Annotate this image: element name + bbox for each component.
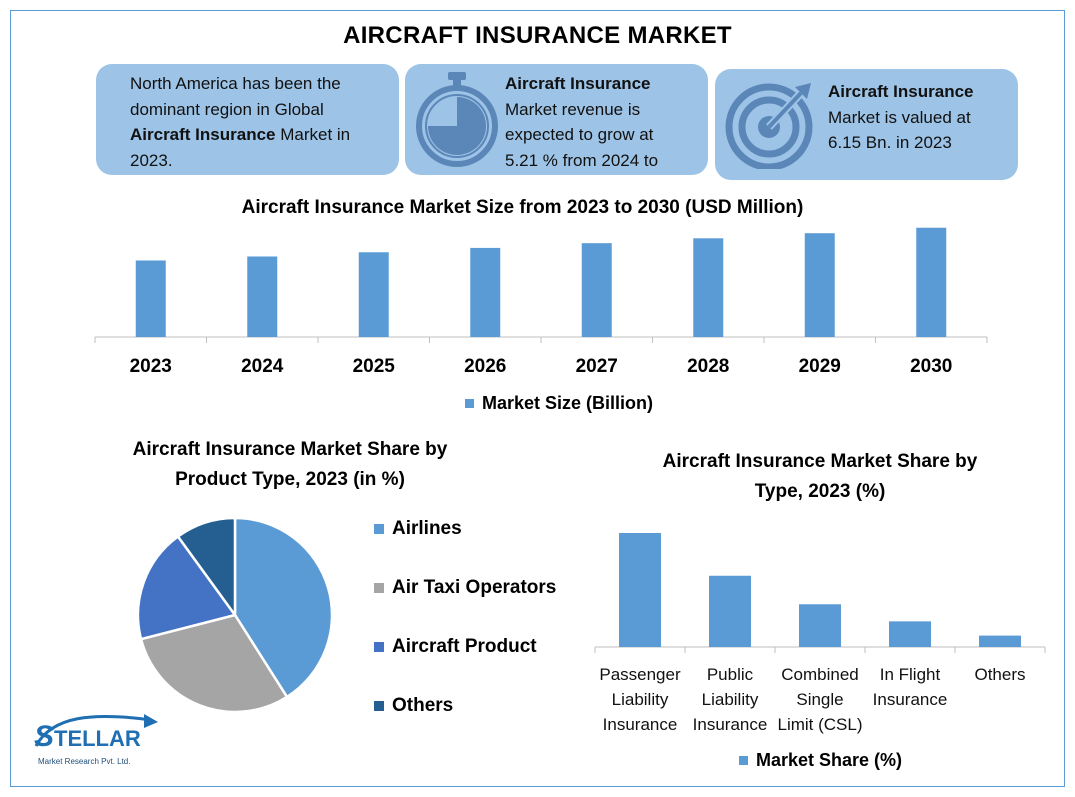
x-tick-label: 2027 [576,356,618,377]
x-tick-label: 2030 [910,356,952,377]
page-title: AIRCRAFT INSURANCE MARKET [343,22,732,49]
legend-swatch [465,399,474,408]
pie-legend-item: Aircraft Product [374,636,537,658]
product-type-chart-title: Aircraft Insurance Market Share by Produ… [90,435,490,495]
product-type-pie [136,516,334,714]
market-size-legend: Market Size (Billion) [465,393,653,414]
card2-line2: Market revenue is [505,99,641,119]
legend-swatch [374,701,384,711]
target-icon [725,83,813,169]
pie-slice-others [176,516,237,619]
card2-bold: Aircraft Insurance [505,74,651,93]
x-tick-label: Insurance [693,715,768,734]
product-type-title-line1: Aircraft Insurance Market Share by [132,439,448,460]
x-tick-label: 2023 [130,356,172,377]
product-type-title-line2: Product Type, 2023 (in %) [175,469,405,490]
bar-2027 [581,243,612,337]
x-tick-label: 2025 [353,356,396,377]
pie-slice-aircraft-product [136,534,238,641]
bar-2024 [247,256,278,337]
card1-line3-rest: Market in [275,125,351,144]
card3-bold: Aircraft Insurance [828,82,974,101]
market-size-chart-title: Aircraft Insurance Market Size from 2023… [241,197,804,218]
type-chart-title: Aircraft Insurance Market Share by Type,… [620,447,1020,507]
card1-line3-bold: Aircraft Insurance [130,125,276,144]
legend-swatch [374,583,384,593]
info-card-growth: Aircraft Insurance Market revenue is exp… [405,64,708,175]
x-tick-label: Insurance [603,715,678,734]
x-tick-label: 2028 [687,356,729,377]
logo-letter-s: S [34,720,54,753]
x-tick-label: In Flight [880,665,941,684]
legend-label: Others [392,695,454,716]
logo-tagline: Market Research Pvt. Ltd. [38,757,130,766]
card3-line3: 6.15 Bn. in 2023 [828,133,952,152]
outer-frame [10,10,1065,787]
bar-2029 [804,233,835,337]
legend-swatch [374,642,384,652]
legend-swatch [739,756,748,765]
x-tick-label: 2026 [464,356,506,377]
pie-slice-air-taxi-operators [139,613,289,714]
card1-line4: 2023. [130,150,173,170]
card1-line2: dominant region in Global [130,99,324,119]
x-tick-label: Limit (CSL) [777,715,862,734]
pie-legend-item: Others [374,695,453,717]
stopwatch-icon [416,72,498,167]
bar-2030 [916,227,947,337]
x-tick-label: Combined [781,665,859,684]
bar-2026 [470,247,501,337]
legend-label: Air Taxi Operators [392,577,557,598]
type-share-chart: Passenger Liability Insurance Public Liabili… [594,533,1046,734]
x-tick-label: Insurance [873,690,948,709]
bar-public-liability-insurance [709,575,751,647]
card2-line4: 5.21 % from 2024 to [505,150,659,170]
x-tick-label: Others [974,665,1025,684]
bar-2025 [358,252,389,337]
pie-legend-item: Air Taxi Operators [374,577,556,599]
x-tick-label: Single [796,690,843,709]
bar-combined-single-limit-csl- [799,604,841,647]
card1-line1: North America has been the [130,74,341,93]
legend-label: Aircraft Product [392,636,537,657]
bar-2028 [693,238,724,337]
bar-passenger-liability-insurance [619,533,661,647]
x-tick-label: Liability [612,690,669,709]
bar-others [979,635,1021,647]
bar-in-flight-insurance [889,621,931,647]
info-card-value: Aircraft Insurance Market is valued at 6… [715,69,1018,180]
legend-label: Market Size (Billion) [482,393,654,413]
type-title-line2: Type, 2023 (%) [754,481,886,502]
x-tick-label: Liability [702,690,759,709]
legend-swatch [374,524,384,534]
type-title-line1: Aircraft Insurance Market Share by [662,451,978,472]
stellar-logo: S TELLAR Market Research Pvt. Ltd. [34,714,158,766]
card1-line3: Aircraft Insurance Market in [130,122,389,148]
card3-line2: Market is valued at [828,107,971,127]
x-tick-label: 2024 [241,356,284,377]
market-size-chart: 2023 2024 2025 2026 2027 2028 2029 2030 [94,227,988,377]
x-tick-label: 2029 [799,356,841,377]
x-tick-label: Passenger [599,665,681,684]
legend-label: Airlines [392,518,462,539]
x-tick-label: Public [707,665,754,684]
pie-legend-item: Airlines [374,518,462,540]
legend-label: Market Share (%) [756,750,903,770]
info-card-region: North America has been the dominant regi… [96,64,399,175]
bar-2023 [135,260,166,337]
card2-line3: expected to grow at [505,125,654,144]
type-share-legend: Market Share (%) [739,750,902,771]
logo-wordmark: TELLAR [54,726,141,751]
